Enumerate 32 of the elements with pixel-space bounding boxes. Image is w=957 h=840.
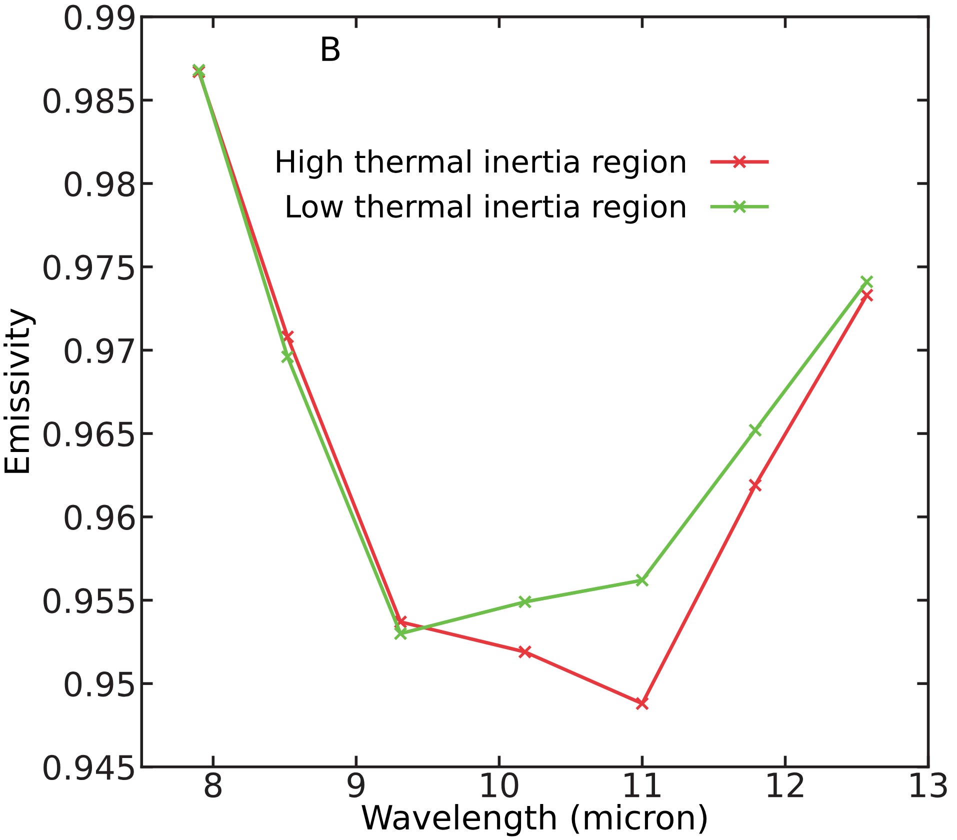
x-axis-title: Wavelength (micron): [362, 804, 707, 836]
x-tick-label: 12: [768, 772, 804, 798]
point: [518, 594, 532, 609]
point: [518, 644, 532, 659]
y-tick-label: 0.975: [44, 254, 134, 280]
y-tick-label: 0.965: [44, 421, 134, 447]
y-tick-label: 0.97: [64, 338, 134, 364]
point: [280, 350, 294, 364]
y-tick-label: 0.96: [64, 504, 135, 530]
point: [748, 423, 762, 438]
legend-label: Low thermal inertia region: [287, 194, 686, 224]
y-tick-label: 0.95: [64, 672, 134, 697]
annotation: B: [322, 36, 340, 61]
x-tick-label: 13: [910, 772, 947, 798]
point: [280, 330, 294, 344]
y-tick-label: 0.98: [64, 171, 134, 197]
point: [635, 573, 650, 588]
y-tick-label: 0.99: [64, 4, 134, 30]
y-axis-title: Emissivity: [4, 308, 36, 473]
point: [860, 274, 874, 289]
x-tick-label: 10: [482, 772, 518, 798]
point: [748, 478, 762, 492]
x-tick-label: 11: [624, 772, 660, 798]
y-tick-label: 0.985: [44, 88, 134, 114]
y-tick-label: 0.955: [44, 588, 134, 614]
x-tick-label: 8: [204, 772, 222, 798]
point: [860, 288, 874, 302]
point: [635, 696, 650, 711]
x-tick-label: 9: [348, 772, 364, 798]
legend-label: High thermal inertia region: [277, 149, 686, 179]
point: [394, 626, 408, 641]
y-tick-label: 0.945: [44, 754, 134, 780]
